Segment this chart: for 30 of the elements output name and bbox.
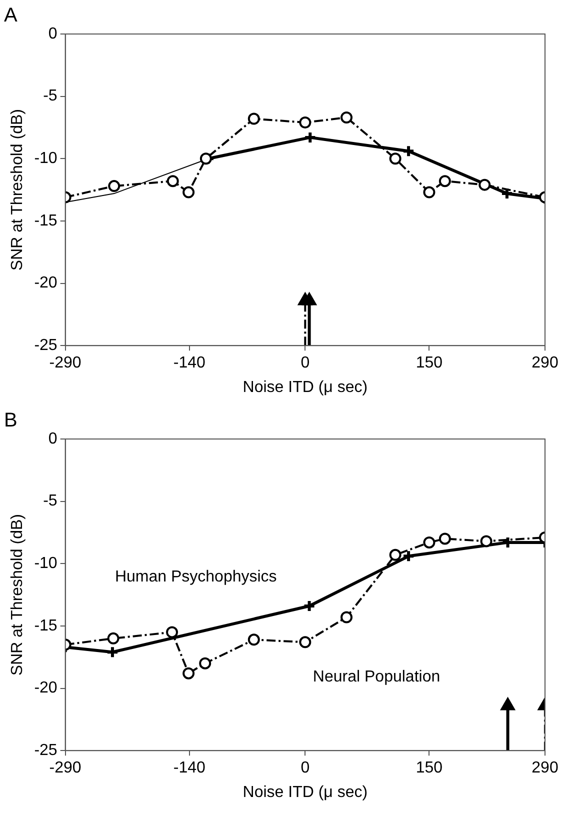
x-tick-label: -140 (173, 760, 206, 777)
x-tick-label: -290 (49, 354, 82, 372)
y-axis-title: SNR at Threshold (dB) (9, 514, 26, 676)
x-tick-label: -290 (49, 760, 82, 777)
y-tick-label: -10 (34, 150, 58, 168)
y-tick-label: 0 (48, 25, 58, 42)
y-tick-label: -5 (43, 88, 58, 105)
x-tick-label: 150 (416, 354, 443, 372)
y-tick-label: -10 (34, 555, 58, 572)
x-tick-label: 290 (532, 760, 558, 777)
y-tick-label: -15 (34, 212, 58, 230)
chart-title: A (4, 4, 18, 27)
y-tick-label: -15 (34, 617, 58, 634)
series-label: Neural Population (312, 668, 440, 686)
x-tick-label: -140 (173, 354, 206, 372)
x-axis-title: Noise ITD (μ sec) (242, 784, 368, 801)
y-tick-label: -25 (34, 742, 58, 760)
y-axis-title: SNR at Threshold (dB) (9, 109, 26, 271)
y-tick-label: 0 (48, 430, 58, 448)
x-tick-label: 290 (532, 354, 558, 372)
x-tick-label: 0 (300, 354, 310, 372)
y-tick-label: -5 (43, 492, 58, 510)
chart-title: B (4, 410, 18, 432)
x-axis-title: Noise ITD (μ sec) (242, 378, 368, 396)
series-label: Human Psychophysics (114, 568, 277, 586)
x-tick-label: 0 (300, 760, 310, 777)
y-tick-label: -25 (34, 337, 58, 354)
y-tick-label: -20 (34, 680, 58, 697)
x-tick-label: 150 (416, 760, 443, 777)
y-tick-label: -20 (34, 274, 58, 292)
